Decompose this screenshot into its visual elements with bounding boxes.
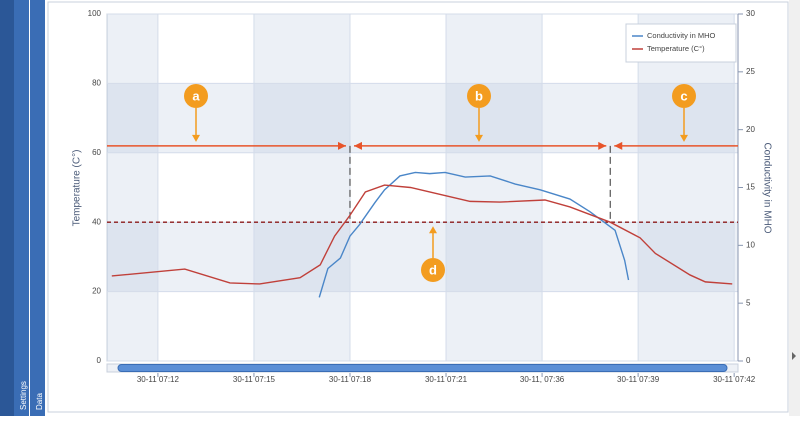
callout-circle [184,84,208,108]
scroll-arrow[interactable] [792,352,796,360]
x-tick-label: 30-11, 07:36 [520,375,565,384]
x-tick-label: 30-11 07:39 [617,375,660,384]
sidebar-tab[interactable] [14,0,29,416]
sidebar-strip [0,0,14,416]
y2-tick-label: 5 [746,298,751,307]
y2-tick-label: 10 [746,240,755,249]
x-tick-label: 30-11 07:12 [137,375,180,384]
series-line [111,184,733,285]
callout-head [680,134,688,142]
y-tick-label: 20 [92,287,101,296]
y-tick-label: 40 [92,217,101,226]
callout-label: a [192,88,200,103]
band [253,14,350,361]
arrow-head [337,141,346,150]
tab-label[interactable]: Settings [19,381,28,410]
arrow-head [614,141,623,150]
arrow-head [598,141,607,150]
legend-box [625,23,737,63]
band [107,83,738,153]
callout-circle [467,84,491,108]
y-tick-label: 0 [97,356,102,365]
callout-head [475,134,483,142]
y-tick-label: 80 [92,79,101,88]
scrollbar-thumb[interactable] [117,364,728,372]
callout-label: d [429,262,437,277]
x-tick-label: 30-11 07:42 [713,375,756,384]
legend-label: Temperature (C°) [647,44,705,53]
callout-circle [421,258,445,282]
panel-scroll[interactable] [789,0,800,416]
y2-tick-label: 0 [746,356,751,365]
x-tick-label: 30-11 07:21 [425,375,468,384]
y2-tick-label: 30 [746,9,755,18]
tab-label[interactable]: Data [35,393,44,410]
y-tick-label: 100 [88,9,102,18]
callout-head [429,226,437,234]
y-axis-title: Temperature (C°) [72,150,83,227]
arrow-head [353,141,362,150]
y2-axis-title: Conductivity in MHO [761,142,772,233]
callout-circle [672,84,696,108]
y2-tick-label: 20 [746,125,755,134]
callout-label: b [475,88,483,103]
legend-label: Conductivity in MHO [647,31,716,40]
band [638,14,735,361]
plot-area [106,13,739,362]
callout-label: c [680,88,687,103]
x-tick-label: 30-11 07:15 [233,375,276,384]
callout-head [192,134,200,142]
band [107,222,738,292]
legend: Conductivity in MHO Temperature (C°) [625,23,737,63]
y2-tick-label: 25 [746,67,755,76]
band [107,14,158,361]
y2-tick-label: 15 [746,183,755,192]
series-line [318,171,630,298]
x-tick-label: 30-11 07:18 [329,375,372,384]
y-tick-label: 60 [92,148,101,157]
sidebar-tab[interactable] [30,0,45,416]
band [446,14,543,361]
